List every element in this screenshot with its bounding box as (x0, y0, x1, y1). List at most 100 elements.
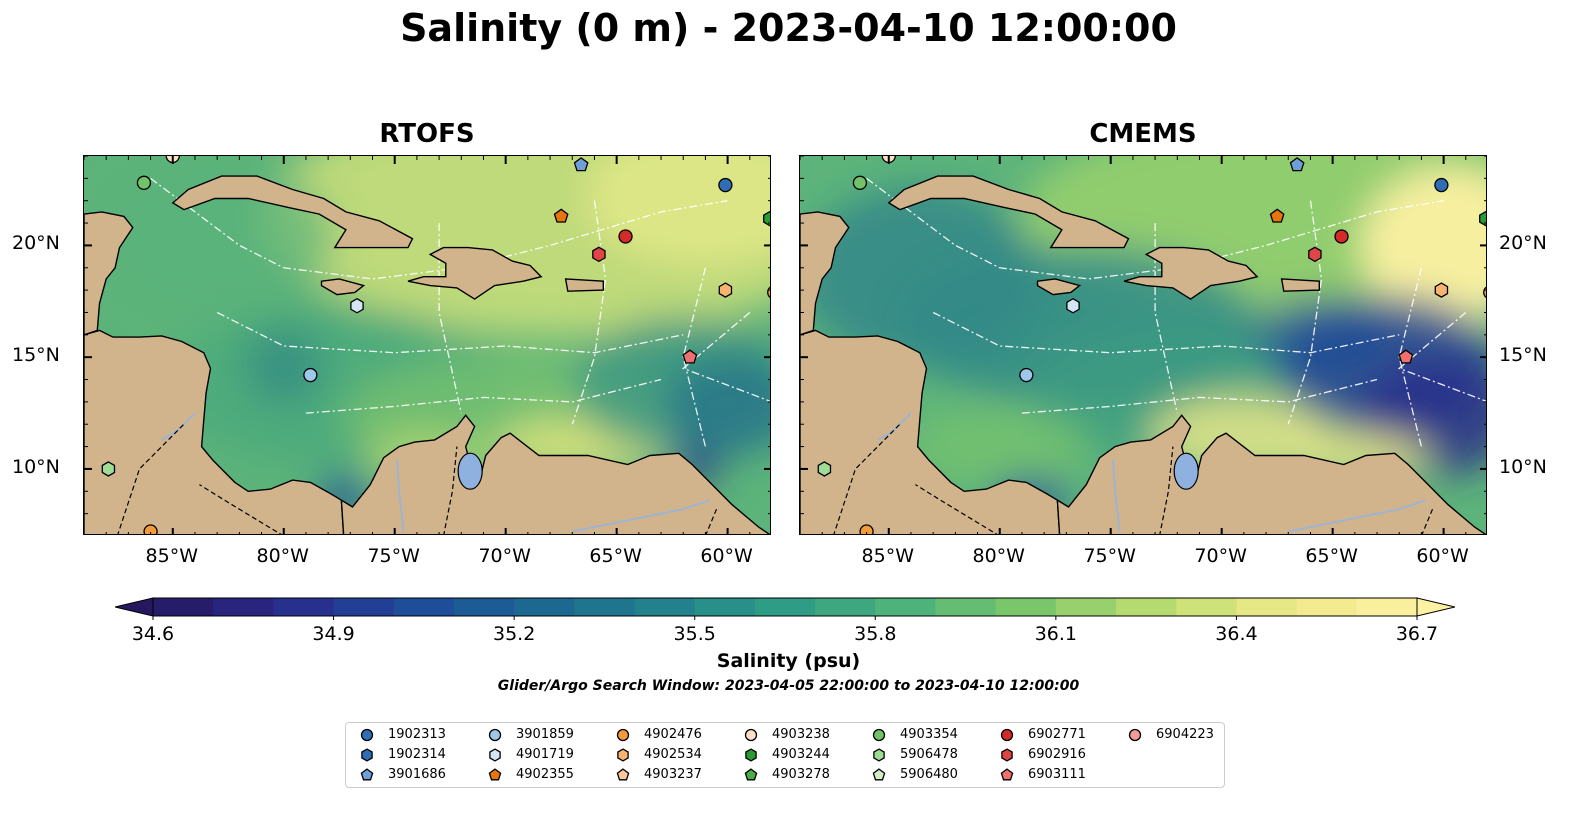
lon-tick-label: 80°W (256, 545, 309, 567)
eez-boundary (1397, 312, 1486, 402)
legend-marker (1000, 728, 1014, 742)
legend-label: 5906478 (900, 747, 958, 762)
legend-marker (360, 728, 374, 742)
legend-label: 6904223 (1156, 727, 1214, 742)
lon-tick-label: 70°W (478, 545, 531, 567)
lon-tick-label: 60°W (1416, 545, 1469, 567)
colorbar-band (153, 598, 214, 616)
country-border (443, 446, 458, 534)
colorbar-band (393, 598, 455, 616)
colorbar-tick-label: 36.4 (1215, 623, 1258, 645)
colorbar-band (1116, 598, 1177, 616)
colorbar-band (1356, 598, 1418, 616)
lon-tick-label: 80°W (972, 545, 1025, 567)
colorbar (115, 597, 1455, 620)
legend-marker (489, 748, 501, 762)
land (1056, 414, 1486, 534)
legend-marker (360, 768, 374, 781)
float-marker-4901719 (350, 297, 364, 314)
country-border (833, 423, 901, 534)
search-window-subtitle: Glider/Argo Search Window: 2023-04-05 22… (497, 678, 1080, 694)
legend-marker (744, 768, 758, 781)
legend-marker (745, 748, 757, 762)
eez-boundary (571, 200, 607, 425)
colorbar-tick-label: 35.5 (673, 623, 716, 645)
legend-label: 4903278 (772, 767, 830, 782)
land (407, 246, 543, 300)
colorbar-band (935, 598, 997, 616)
eez-boundary (1021, 378, 1378, 414)
lon-tick-label: 85°W (145, 545, 198, 567)
figure-title: Salinity (0 m) - 2023-04-10 12:00:00 (400, 6, 1177, 50)
lon-tick-label: 65°W (1305, 545, 1358, 567)
colorbar-band (333, 598, 395, 616)
colorbar-band (754, 598, 816, 616)
legend-marker (616, 768, 630, 781)
colorbar-band (1176, 598, 1238, 616)
colorbar-label: Salinity (psu) (716, 650, 861, 672)
legend-label: 4903237 (644, 767, 702, 782)
float-marker-6902916 (1308, 246, 1322, 263)
colorbar-band (875, 598, 937, 616)
float-marker-1902313 (1434, 177, 1449, 193)
float-legend: 1902313 1902314 3901686 3901859 4901719 49023… (345, 722, 1225, 788)
eez-boundary (866, 177, 1444, 280)
land (800, 211, 850, 336)
land (1123, 246, 1259, 300)
float-marker-4903244 (1479, 210, 1486, 227)
legend-label: 4901719 (516, 747, 574, 762)
lat-tick-label: 20°N (1499, 232, 1547, 255)
eez-boundary (932, 311, 1400, 354)
legend-label: 3901686 (388, 767, 446, 782)
land (320, 278, 366, 296)
float-marker-3901859 (303, 367, 318, 383)
float-marker-3901686 (573, 157, 589, 172)
colorbar-band (694, 598, 756, 616)
float-marker-4902476 (143, 524, 158, 534)
colorbar-tick-label: 34.6 (131, 623, 175, 645)
float-marker-4901719 (1066, 297, 1080, 314)
lon-tick-label: 85°W (861, 545, 914, 567)
eez-boundary (1398, 267, 1423, 447)
float-marker-4903354 (852, 175, 868, 190)
legend-label: 6903111 (1028, 767, 1086, 782)
float-marker-6902916 (592, 246, 606, 263)
legend-label: 4902534 (644, 747, 702, 762)
legend-label: 4902355 (516, 767, 574, 782)
colorbar-band (273, 598, 335, 616)
float-marker-4902476 (859, 524, 874, 534)
lon-tick-label: 65°W (589, 545, 642, 567)
legend-marker (1000, 768, 1014, 781)
colorbar-extend-min (115, 597, 154, 617)
float-marker-4902534 (718, 282, 733, 298)
lat-tick-label: 10°N (12, 455, 60, 478)
river (572, 499, 711, 533)
land (171, 175, 414, 249)
panel-title-cmems: CMEMS (1089, 119, 1197, 149)
country-border (705, 508, 718, 534)
legend-label: 5906480 (900, 767, 958, 782)
legend-marker (617, 748, 629, 762)
float-marker-6903111 (1398, 349, 1414, 364)
float-marker-3901859 (1019, 367, 1034, 383)
eez-boundary (682, 267, 707, 447)
legend-label: 6902916 (1028, 747, 1086, 762)
land (1036, 278, 1082, 296)
float-marker-3901686 (1289, 157, 1305, 172)
salinity-patch (1250, 296, 1390, 376)
salinity-patch (244, 326, 324, 406)
colorbar-band (574, 598, 636, 616)
legend-marker (488, 728, 502, 742)
colorbar-extend-max (1416, 597, 1455, 617)
legend-label: 4903354 (900, 727, 958, 742)
lon-tick-label: 70°W (1194, 545, 1247, 567)
salinity-patch (1360, 166, 1486, 326)
country-border (117, 423, 185, 534)
river (1111, 459, 1121, 532)
lat-tick-label: 10°N (1499, 455, 1547, 478)
land (340, 414, 770, 534)
river (395, 459, 405, 532)
legend-marker (1001, 748, 1013, 762)
eez-boundary (305, 378, 662, 414)
land (564, 278, 604, 292)
